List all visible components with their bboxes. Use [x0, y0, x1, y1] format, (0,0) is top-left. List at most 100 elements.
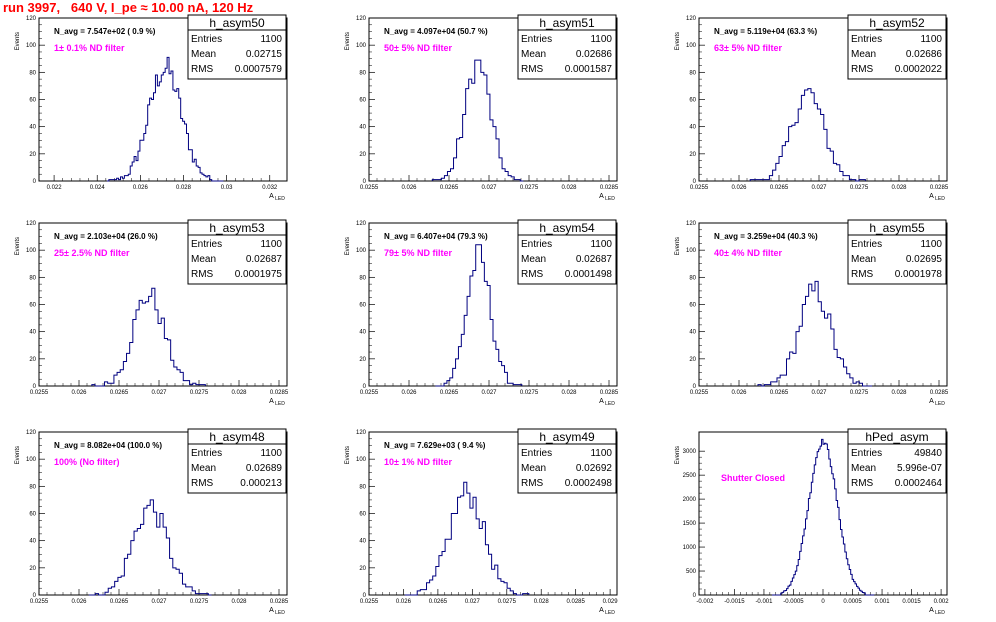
y-tick-label: 20: [359, 152, 366, 158]
n-avg-label: N_avg = 2.103e+04 (26.0 %): [54, 232, 158, 241]
stats-key-mean: Mean: [521, 254, 546, 265]
stats-value-mean: 0.02686: [576, 49, 613, 60]
n-avg-label: N_avg = 4.097e+04 (50.7 %): [384, 27, 488, 36]
x-tick-label: 0.026: [731, 185, 747, 191]
y-tick-label: 100: [356, 43, 367, 49]
stats-key-rms: RMS: [521, 269, 544, 280]
stats-value-entries: 1100: [590, 448, 612, 459]
y-tick-label: 40: [29, 539, 36, 545]
stats-value-rms: 0.0002022: [895, 64, 943, 75]
y-tick-label: 80: [359, 70, 366, 76]
y-tick-label: 120: [26, 430, 37, 436]
x-tick-label: 0.0265: [770, 390, 789, 396]
y-tick-label: 100: [26, 457, 37, 463]
y-tick-label: 100: [686, 43, 697, 49]
stats-box: [187, 428, 287, 494]
x-tick-label: 0.027: [811, 390, 827, 396]
y-tick-label: 60: [359, 512, 366, 518]
x-tick-label: 0.03: [221, 185, 233, 191]
n-avg-label: N_avg = 5.119e+04 (63.3 %): [714, 27, 818, 36]
y-tick-label: 0: [363, 179, 367, 185]
y-tick-label: 1000: [683, 545, 697, 551]
y-tick-label: 0: [693, 179, 697, 185]
stats-title: hPed_asym: [865, 430, 928, 444]
x-tick-label: 0.028: [891, 390, 907, 396]
stats-title: h_asym53: [209, 221, 265, 235]
stats-box: [187, 14, 287, 80]
y-tick-label: 3000: [683, 449, 697, 455]
stats-box: [517, 219, 617, 285]
stats-box: [847, 219, 947, 285]
y-tick-label: 80: [29, 484, 36, 490]
y-tick-label: 120: [26, 16, 37, 22]
stats-box: [847, 14, 947, 80]
stats-value-entries: 1100: [590, 34, 612, 45]
x-tick-label: 0.026: [731, 390, 747, 396]
y-tick-label: 20: [29, 152, 36, 158]
x-tick-label: 0.028: [891, 185, 907, 191]
histogram-panel-hPed_asym: 0 500 1000 1500 2000 2500 3000 -0.002 -0.0015 -0.…: [675, 428, 950, 616]
y-tick-label: 60: [359, 303, 366, 309]
y-axis-title: Events: [675, 32, 681, 50]
y-tick-label: 20: [359, 357, 366, 363]
stats-key-rms: RMS: [521, 478, 544, 489]
x-axis-title: A LED: [269, 607, 285, 616]
histogram-panel-h_asym54: 0 20 40 60 80 100 120 0.0255 0.026 0.0265 0.027 0.0…: [345, 219, 619, 407]
stats-value-rms: 0.0001498: [565, 269, 613, 280]
histogram-panel-h_asym51: 0 20 40 60 80 100 120 0.0255 0.026 0.0265 0.027 0.0…: [345, 14, 619, 202]
histogram-line: [88, 499, 212, 596]
x-tick-label: 0.0265: [440, 390, 459, 396]
stats-value-mean: 0.02695: [906, 254, 943, 265]
y-tick-label: 40: [359, 539, 366, 545]
stats-value-entries: 1100: [920, 239, 942, 250]
y-tick-label: 100: [356, 457, 367, 463]
filter-label: Shutter Closed: [721, 473, 785, 483]
stats-box: [517, 428, 617, 494]
x-axis-title: A LED: [929, 607, 945, 616]
y-tick-label: 80: [689, 275, 696, 281]
stats-value-rms: 0.0002464: [895, 478, 943, 489]
y-tick-label: 20: [29, 357, 36, 363]
y-tick-label: 40: [359, 125, 366, 131]
x-tick-label: 0.027: [481, 390, 497, 396]
histogram-panel-h_asym49: 0 20 40 60 80 100 120 0.0255 0.026 0.0265 0.027 0.0…: [345, 428, 618, 616]
x-tick-label: 0.026: [133, 185, 149, 191]
histogram-panel-h_asym52: 0 20 40 60 80 100 120 0.0255 0.026 0.0265 0.027 0.0…: [675, 14, 949, 202]
stats-key-entries: Entries: [851, 34, 882, 45]
x-tick-label: 0.0275: [190, 599, 209, 605]
filter-label: 40± 4% ND filter: [714, 248, 782, 258]
x-tick-label: 0.028: [231, 390, 247, 396]
histogram-line: [106, 56, 224, 182]
y-tick-label: 80: [689, 70, 696, 76]
y-tick-label: 40: [689, 330, 696, 336]
x-tick-label: 0.0265: [110, 390, 129, 396]
y-tick-label: 120: [686, 221, 697, 227]
x-tick-label: 0.022: [47, 185, 63, 191]
x-tick-label: 0.026: [71, 390, 87, 396]
stats-value-rms: 0.0002498: [565, 478, 613, 489]
n-avg-label: N_avg = 3.259e+04 (40.3 %): [714, 232, 818, 241]
x-tick-label: 0.028: [561, 185, 577, 191]
x-tick-label: -0.002: [696, 599, 714, 605]
y-tick-label: 40: [359, 330, 366, 336]
stats-value-mean: 5.996e-07: [897, 463, 942, 474]
x-tick-label: 0.002: [934, 599, 950, 605]
filter-label: 79± 5% ND filter: [384, 248, 452, 258]
x-tick-label: 0.0285: [270, 390, 289, 396]
x-tick-label: 0.0285: [930, 185, 949, 191]
stats-title: h_asym55: [869, 221, 925, 235]
x-tick-label: 0.0265: [440, 185, 459, 191]
y-tick-label: 80: [359, 484, 366, 490]
n-avg-label: N_avg = 8.082e+04 (100.0 %): [54, 441, 162, 450]
y-tick-label: 60: [689, 303, 696, 309]
stats-value-entries: 1100: [260, 34, 282, 45]
y-tick-label: 20: [689, 357, 696, 363]
filter-label: 50± 5% ND filter: [384, 43, 452, 53]
x-tick-label: 0.0285: [930, 390, 949, 396]
y-tick-label: 80: [29, 275, 36, 281]
x-tick-label: -0.0005: [783, 599, 804, 605]
x-axis-title: A LED: [599, 193, 615, 202]
stats-key-rms: RMS: [521, 64, 544, 75]
stats-value-entries: 1100: [260, 239, 282, 250]
y-tick-label: 80: [29, 70, 36, 76]
